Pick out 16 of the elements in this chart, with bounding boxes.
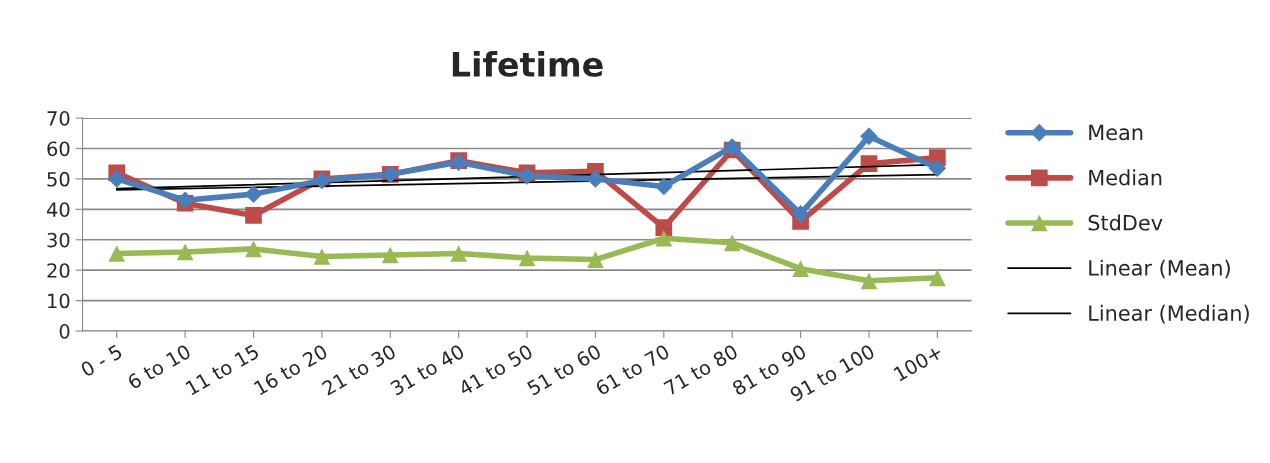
x-tick-label: 100+	[893, 344, 944, 382]
y-tick-label: 0	[59, 324, 70, 339]
y-tick-label: 10	[48, 293, 70, 309]
legend-label: Median	[1089, 169, 1162, 186]
y-tick-label: 20	[47, 263, 70, 278]
legend-label: Linear (Median)	[1089, 304, 1249, 324]
y-tick-label: 40	[46, 202, 70, 218]
y-tick-label: 70	[47, 111, 70, 126]
legend-label: Linear (Mean)	[1089, 259, 1230, 279]
y-tick-label: 30	[47, 232, 70, 248]
chart-title: Lifetime	[452, 51, 603, 77]
legend-label: StdDev	[1088, 214, 1163, 231]
y-tick-label: 60	[47, 141, 70, 157]
x-tick-label: 0 - 5	[79, 344, 123, 378]
legend-label: Mean	[1089, 124, 1143, 141]
y-tick-label: 50	[47, 171, 70, 187]
